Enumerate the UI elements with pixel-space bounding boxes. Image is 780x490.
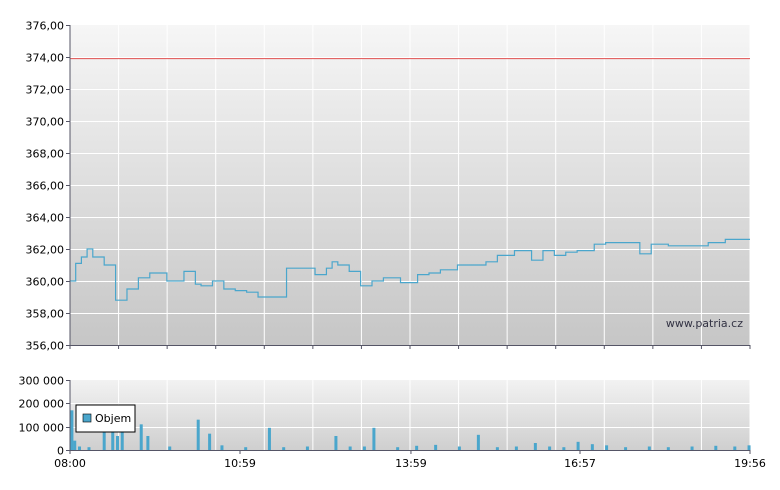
volume-y-tick-label: 0 [57,445,64,458]
volume-bar [647,446,651,450]
volume-bar [733,446,737,450]
price-y-tick-label: 362,00 [26,244,65,257]
volume-bar [434,444,438,450]
volume-legend: Objem [75,404,136,433]
volume-x-axis: 08:00 10:59 13:59 16:57 19:56 [54,450,766,470]
volume-x-tick-label: 19:56 [734,457,766,470]
price-y-axis: 376,00 374,00 372,00 370,00 368,00 366,00 364,… [26,20,70,353]
volume-y-tick-label: 300 000 [19,375,65,388]
volume-bar [115,436,119,450]
price-y-tick-label: 376,00 [26,20,65,33]
volume-bar [747,445,751,450]
volume-x-tick-label: 10:59 [224,457,256,470]
volume-bar [305,446,309,450]
legend-label: Objem [95,412,131,425]
volume-bar [666,447,670,450]
volume-bar [220,445,224,450]
volume-bar [244,447,248,450]
volume-x-tick-label: 13:59 [395,457,427,470]
price-line [70,238,750,301]
volume-bar [267,427,271,450]
volume-bar [624,447,628,450]
volume-bar [146,436,150,450]
volume-grid [70,380,751,450]
volume-bar [690,446,694,450]
volume-bar [590,444,594,450]
price-y-tick-label: 358,00 [26,308,65,321]
volume-bar [533,443,537,450]
price-y-tick-label: 370,00 [26,116,65,129]
price-y-tick-label: 364,00 [26,212,65,225]
volume-bar [457,446,461,450]
volume-bar [282,447,286,450]
volume-x-tick-label: 08:00 [54,457,86,470]
volume-bar [362,446,366,450]
watermark: www.patria.cz [666,317,743,330]
price-y-tick-label: 360,00 [26,276,65,289]
volume-bar [87,447,91,450]
price-y-tick-label: 374,00 [26,52,65,65]
volume-bar [605,445,609,450]
volume-bar [576,441,580,450]
volume-y-tick-label: 100 000 [19,422,65,435]
legend-swatch [82,413,92,423]
volume-bar [396,447,400,450]
volume-bar [348,446,352,450]
price-y-tick-label: 372,00 [26,84,65,97]
volume-bar [714,445,718,450]
volume-bar [495,447,499,450]
price-y-tick-label: 366,00 [26,180,65,193]
volume-x-tick-label: 16:57 [564,457,596,470]
volume-bar [548,446,552,450]
volume-bar [77,446,81,450]
volume-bar [70,410,74,450]
volume-bar [73,440,77,450]
volume-bar [334,436,338,450]
price-y-tick-label: 356,00 [26,340,65,353]
volume-bar [562,447,566,450]
volume-y-tick-label: 200 000 [19,398,65,411]
volume-bar [168,446,172,450]
volume-bar [514,446,518,450]
volume-bar [372,427,376,450]
volume-bar [415,445,419,450]
volume-bar [139,424,143,450]
price-y-tick-label: 368,00 [26,148,65,161]
volume-bar [208,433,212,450]
volume-y-axis: 300 000 200 000 100 000 0 [19,375,70,458]
volume-bar [196,419,200,450]
volume-bar [476,434,480,450]
